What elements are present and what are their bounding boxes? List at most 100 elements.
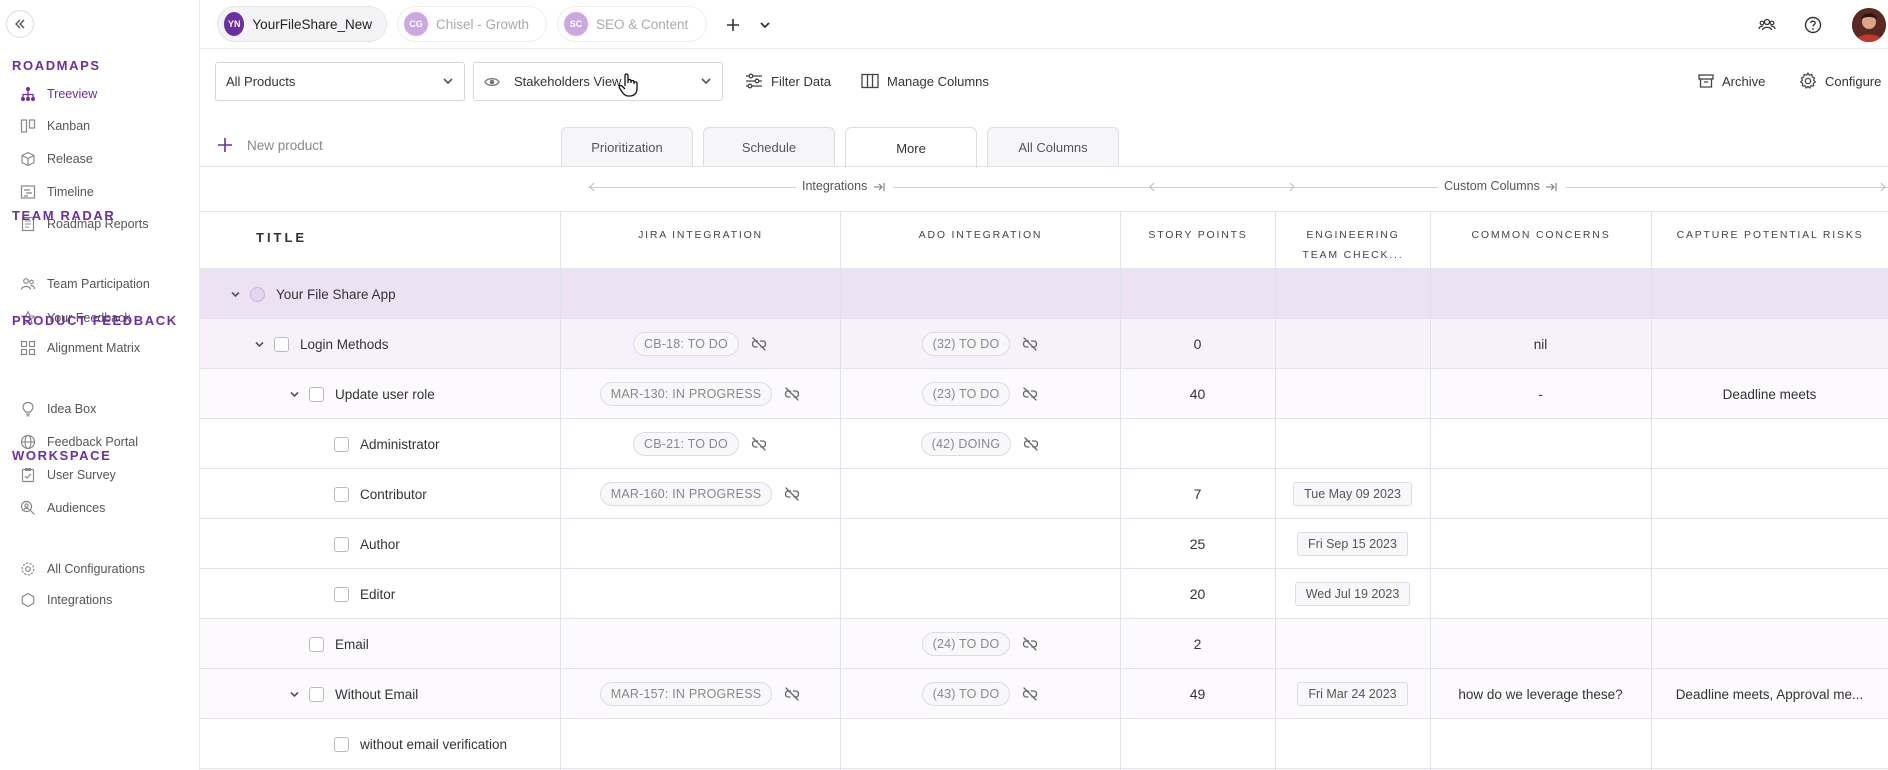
jira-status-pill[interactable]: CB-21: TO DO [633, 432, 739, 456]
sidebar-item-integrations[interactable]: Integrations [20, 588, 112, 612]
sidebar-item-team-participation[interactable]: Team Participation [20, 272, 150, 296]
product-radio[interactable] [250, 286, 265, 302]
col-header-story-points[interactable]: STORY POINTS [1148, 229, 1248, 241]
product-select[interactable]: All Products [215, 62, 465, 101]
workspace-tab-2[interactable]: CG Chisel - Growth [397, 6, 547, 42]
row-checkbox[interactable] [309, 386, 324, 402]
sidebar-item-user-survey[interactable]: User Survey [20, 463, 116, 487]
chevron-down-icon [289, 691, 299, 697]
unlink-icon[interactable] [784, 687, 800, 701]
unlink-icon[interactable] [1022, 387, 1038, 401]
unlink-icon[interactable] [784, 387, 800, 401]
unlink-icon[interactable] [784, 487, 800, 501]
date-chip[interactable]: Tue May 09 2023 [1293, 482, 1412, 506]
sidebar-item-label: Treeview [47, 87, 98, 101]
date-chip[interactable]: Wed Jul 19 2023 [1294, 582, 1411, 606]
potential-risks-cell[interactable]: Deadline meets, Approval me... [1675, 686, 1864, 702]
common-concerns-cell[interactable]: nil [1533, 336, 1548, 352]
sidebar-item-all-configurations[interactable]: All Configurations [20, 557, 145, 581]
expand-toggle[interactable] [287, 389, 301, 400]
filter-data-button[interactable]: Filter Data [745, 70, 831, 92]
sidebar-item-roadmap-reports[interactable]: Roadmap Reports [20, 212, 148, 236]
row-checkbox[interactable] [274, 336, 289, 352]
help-button[interactable] [1801, 13, 1825, 37]
manage-columns-button[interactable]: Manage Columns [861, 70, 989, 92]
unlink-icon[interactable] [1022, 637, 1038, 651]
team-button[interactable] [1755, 13, 1779, 37]
common-concerns-cell[interactable]: - [1538, 386, 1543, 402]
story-points-cell[interactable]: 7 [1193, 486, 1202, 502]
row-checkbox[interactable] [309, 686, 324, 702]
unlink-icon[interactable] [1022, 337, 1038, 351]
jira-status-pill[interactable]: MAR-157: IN PROGRESS [599, 682, 773, 706]
expand-arrow-icon[interactable] [873, 182, 885, 192]
tab-schedule[interactable]: Schedule [703, 127, 835, 167]
configure-button[interactable]: Configure [1799, 70, 1881, 92]
story-points-cell[interactable]: 40 [1189, 386, 1206, 402]
story-points-cell[interactable]: 25 [1189, 536, 1206, 552]
jira-status-pill[interactable]: MAR-160: IN PROGRESS [599, 482, 773, 506]
collapse-sidebar-button[interactable] [6, 10, 34, 38]
workspace-tab-3[interactable]: SC SEO & Content [557, 6, 707, 42]
user-avatar[interactable] [1852, 8, 1886, 42]
row-checkbox[interactable] [334, 586, 349, 602]
sidebar-item-release[interactable]: Release [20, 147, 93, 171]
view-select[interactable]: Stakeholders View [473, 62, 723, 101]
date-chip[interactable]: Fri Sep 15 2023 [1297, 532, 1408, 556]
story-points-cell[interactable]: 20 [1189, 586, 1206, 602]
chevron-down-icon [289, 391, 299, 397]
date-chip[interactable]: Fri Mar 24 2023 [1297, 682, 1408, 706]
tab-prioritization[interactable]: Prioritization [561, 127, 693, 167]
expand-toggle[interactable] [252, 339, 266, 350]
expand-toggle[interactable] [228, 289, 242, 300]
ado-status-pill[interactable]: (42) DOING [920, 432, 1012, 456]
workspace-tab-1[interactable]: YN YourFileShare_New [217, 6, 387, 42]
sidebar-item-feedback-portal[interactable]: Feedback Portal [20, 430, 138, 454]
unlink-icon[interactable] [1022, 687, 1038, 701]
workspace-menu-button[interactable] [753, 13, 777, 37]
ado-status-pill[interactable]: (23) TO DO [921, 382, 1011, 406]
row-checkbox[interactable] [334, 486, 349, 502]
unlink-icon[interactable] [1023, 437, 1039, 451]
col-header-potential-risks[interactable]: CAPTURE POTENTIAL RISKS [1676, 229, 1864, 241]
expand-arrow-icon[interactable] [1545, 182, 1557, 192]
col-header-engineering[interactable]: ENGINEERING TEAM CHECK... [1276, 225, 1430, 265]
tab-all-columns[interactable]: All Columns [987, 127, 1119, 167]
col-header-title[interactable]: TITLE [256, 230, 308, 245]
sidebar-item-audiences[interactable]: Audiences [20, 496, 105, 520]
row-checkbox[interactable] [309, 636, 324, 652]
common-concerns-cell[interactable]: how do we leverage these? [1458, 686, 1623, 702]
row-checkbox[interactable] [334, 736, 349, 752]
story-points-cell[interactable]: 0 [1193, 336, 1202, 352]
sidebar-item-idea-box[interactable]: Idea Box [20, 397, 96, 421]
story-points-cell[interactable]: 2 [1193, 636, 1202, 652]
row-checkbox[interactable] [334, 436, 349, 452]
hierarchy-icon [20, 86, 36, 102]
col-header-common-concerns[interactable]: COMMON CONCERNS [1471, 229, 1611, 241]
jira-status-pill[interactable]: MAR-130: IN PROGRESS [599, 382, 773, 406]
add-workspace-button[interactable] [721, 13, 745, 37]
ado-status-pill[interactable]: (32) TO DO [921, 332, 1011, 356]
jira-status-pill[interactable]: CB-18: TO DO [633, 332, 739, 356]
potential-risks-cell[interactable]: Deadline meets [1722, 386, 1817, 402]
ado-status-pill[interactable]: (43) TO DO [921, 682, 1011, 706]
row-checkbox[interactable] [334, 536, 349, 552]
sidebar-item-alignment-matrix[interactable]: Alignment Matrix [20, 336, 140, 360]
expand-toggle[interactable] [287, 689, 301, 700]
sidebar-item-timeline[interactable]: Timeline [20, 180, 94, 204]
col-header-ado[interactable]: ADO INTEGRATION [918, 229, 1043, 241]
sidebar-item-your-feedback[interactable]: Your Feedback [20, 306, 131, 330]
new-product-button[interactable]: New product [217, 137, 323, 153]
ado-cell: (23) TO DO [840, 369, 1120, 419]
col-header-jira[interactable]: JIRA INTEGRATION [638, 229, 763, 241]
sidebar-item-kanban[interactable]: Kanban [20, 114, 90, 138]
story-points-cell[interactable]: 49 [1189, 686, 1206, 702]
unlink-icon[interactable] [751, 437, 767, 451]
sidebar-item-treeview[interactable]: Treeview [20, 82, 97, 106]
tab-label: All Columns [1018, 140, 1088, 155]
unlink-icon[interactable] [751, 337, 767, 351]
tab-more[interactable]: More [845, 127, 977, 168]
table-row: Editor 20 Wed Jul 19 2023 [200, 569, 1888, 619]
archive-button[interactable]: Archive [1698, 70, 1765, 92]
ado-status-pill[interactable]: (24) TO DO [921, 632, 1011, 656]
